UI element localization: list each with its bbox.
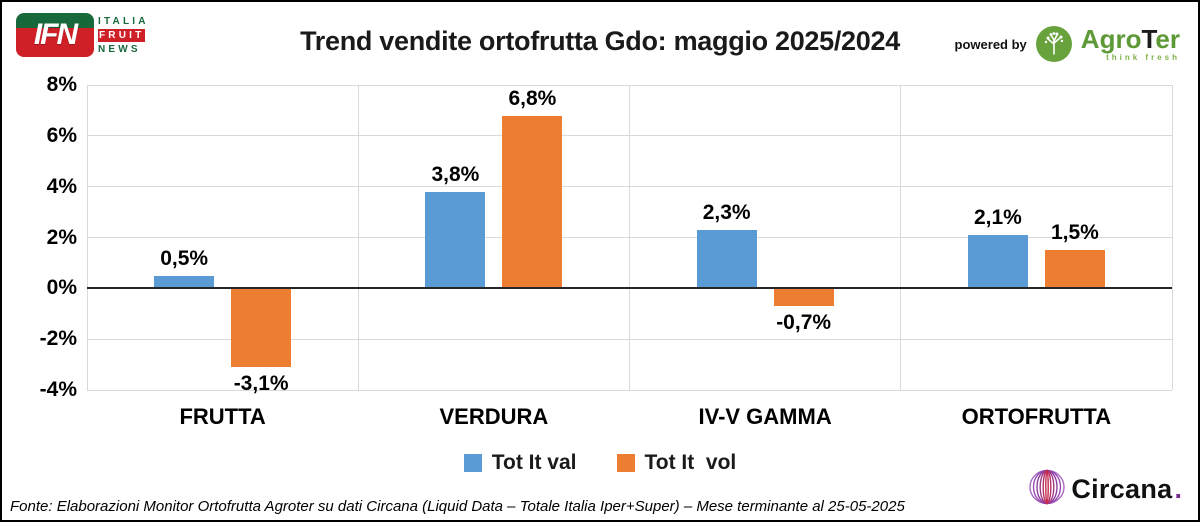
ifn-line-news: NEWS xyxy=(98,43,141,55)
y-tick-label: 8% xyxy=(46,73,77,96)
bar-value-label: 1,5% xyxy=(1050,221,1099,245)
category-label-verdura: VERDURA xyxy=(439,404,549,429)
bar-tot-it-vol-verdura xyxy=(502,115,563,289)
bar-value-label: 3,8% xyxy=(431,162,480,186)
y-tick-label: -2% xyxy=(39,327,77,351)
x-gridline xyxy=(900,85,902,390)
x-gridline xyxy=(629,85,630,390)
category-label-frutta: FRUTTA xyxy=(179,404,266,429)
category-label-iv-v-gamma: IV-V GAMMA xyxy=(698,404,832,429)
circana-logo: Circana . xyxy=(1025,467,1182,512)
ifn-badge-icon: IFN xyxy=(16,13,94,57)
bar-value-label: -3,1% xyxy=(233,372,289,396)
legend-item-tot-it-vol: Tot It vol xyxy=(616,451,737,475)
category-label-ortofrutta: ORTOFRUTTA xyxy=(961,404,1112,429)
x-gridline xyxy=(357,85,359,390)
bar-value-label: 2,1% xyxy=(973,205,1022,229)
bar-value-label: 2,3% xyxy=(702,200,751,224)
y-tick-label: 0% xyxy=(46,276,77,300)
agroter-tagline: think fresh xyxy=(1106,52,1180,62)
agroter-wordmark: AgroTer think fresh xyxy=(1080,23,1180,62)
y-tick-label: 2% xyxy=(46,225,77,249)
bar-tot-it-val-verdura xyxy=(425,191,486,289)
ifn-acronym: IFN xyxy=(33,18,78,51)
legend-swatch-icon xyxy=(616,454,635,472)
bar-value-label: 6,8% xyxy=(508,86,557,110)
y-tick-label: 4% xyxy=(46,174,77,198)
x-gridline xyxy=(1171,85,1173,390)
y-tick-label: -4% xyxy=(39,378,77,401)
legend-label: Tot It vol xyxy=(644,451,737,474)
bar-tot-it-val-frutta xyxy=(154,275,215,289)
bar-value-label: 0,5% xyxy=(160,246,209,270)
powered-by-label: powered by xyxy=(954,36,1027,52)
ifn-line-italia: ITALIA xyxy=(98,15,149,27)
y-gridline xyxy=(87,389,1172,391)
chart-legend: Tot It val Tot It vol xyxy=(2,451,1198,475)
ifn-logo: IFN ITALIA FRUIT NEWS xyxy=(16,13,149,57)
bar-tot-it-val-ortofrutta xyxy=(967,234,1028,289)
agroter-logo: powered by AgroTer think fresh xyxy=(955,26,1180,62)
legend-label: Tot It val xyxy=(491,451,577,474)
zero-axis-line xyxy=(87,287,1172,290)
legend-swatch-icon xyxy=(463,454,482,472)
legend-item-tot-it-val: Tot It val xyxy=(463,451,577,475)
source-note: Fonte: Elaborazioni Monitor Ortofrutta A… xyxy=(10,498,905,515)
bar-tot-it-vol-ortofrutta xyxy=(1044,250,1105,289)
chart-title: Trend vendite ortofrutta Gdo: maggio 202… xyxy=(300,26,900,56)
circana-wordmark: Circana xyxy=(1071,474,1173,504)
circana-dot: . xyxy=(1174,474,1182,504)
bar-tot-it-vol-frutta xyxy=(231,288,292,368)
tree-icon xyxy=(1035,26,1072,62)
y-tick-label: 6% xyxy=(46,123,77,147)
bar-tot-it-vol-iv-v-gamma xyxy=(773,288,834,307)
bar-tot-it-val-iv-v-gamma xyxy=(696,229,757,289)
x-gridline xyxy=(86,85,88,390)
bar-value-label: -0,7% xyxy=(776,311,832,335)
ifn-wordmark: ITALIA FRUIT NEWS xyxy=(98,15,149,56)
ifn-line-fruit: FRUIT xyxy=(98,28,146,42)
circana-globe-icon xyxy=(1025,467,1069,512)
